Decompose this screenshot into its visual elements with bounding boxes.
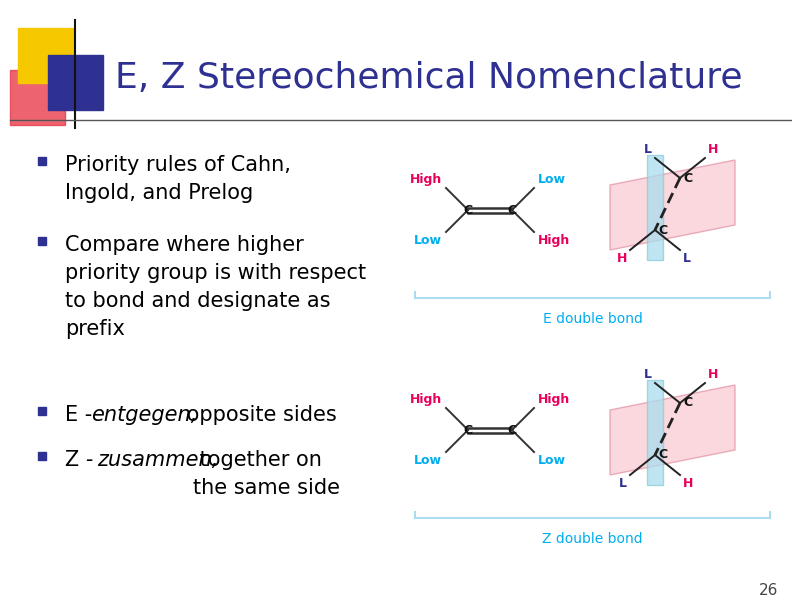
- Text: Priority rules of Cahn,
Ingold, and Prelog: Priority rules of Cahn, Ingold, and Prel…: [65, 155, 291, 203]
- Text: High: High: [409, 393, 442, 406]
- Text: C: C: [683, 397, 692, 409]
- Text: Z double bond: Z double bond: [543, 532, 643, 546]
- Bar: [38, 157, 46, 165]
- Text: Low: Low: [538, 173, 566, 186]
- Text: E double bond: E double bond: [543, 312, 642, 326]
- Text: Compare where higher
priority group is with respect
to bond and designate as
pre: Compare where higher priority group is w…: [65, 235, 366, 339]
- Text: H: H: [708, 143, 718, 156]
- Text: together on
the same side: together on the same side: [193, 450, 340, 498]
- Text: C: C: [508, 424, 516, 436]
- Polygon shape: [610, 160, 735, 250]
- Text: C: C: [463, 204, 473, 217]
- Polygon shape: [647, 155, 663, 260]
- Text: H: H: [617, 252, 627, 265]
- Bar: [10, 70, 65, 125]
- Text: Low: Low: [414, 454, 442, 467]
- Text: opposite sides: opposite sides: [180, 405, 337, 425]
- Bar: [38, 237, 46, 245]
- Text: C: C: [508, 204, 516, 217]
- Text: L: L: [683, 252, 691, 265]
- Text: E -: E -: [65, 405, 92, 425]
- Text: C: C: [463, 424, 473, 436]
- Text: C: C: [683, 171, 692, 184]
- Polygon shape: [610, 385, 735, 475]
- Text: High: High: [538, 234, 570, 247]
- Text: L: L: [644, 143, 652, 156]
- Bar: [38, 452, 46, 460]
- Text: Low: Low: [538, 454, 566, 467]
- Text: Low: Low: [414, 234, 442, 247]
- Text: Z -: Z -: [65, 450, 100, 470]
- Polygon shape: [647, 380, 663, 485]
- Text: High: High: [538, 393, 570, 406]
- Text: L: L: [644, 368, 652, 381]
- Bar: [38, 407, 46, 415]
- Text: H: H: [683, 477, 693, 490]
- Text: zusammen,: zusammen,: [97, 450, 219, 470]
- Text: E, Z Stereochemical Nomenclature: E, Z Stereochemical Nomenclature: [115, 61, 743, 95]
- Text: C: C: [658, 449, 667, 461]
- Text: 26: 26: [759, 583, 778, 598]
- Text: C: C: [658, 223, 667, 236]
- Text: H: H: [708, 368, 718, 381]
- Text: L: L: [619, 477, 627, 490]
- Bar: [48, 55, 103, 110]
- Text: High: High: [409, 173, 442, 186]
- Text: entgegen,: entgegen,: [91, 405, 197, 425]
- Bar: [18, 28, 73, 83]
